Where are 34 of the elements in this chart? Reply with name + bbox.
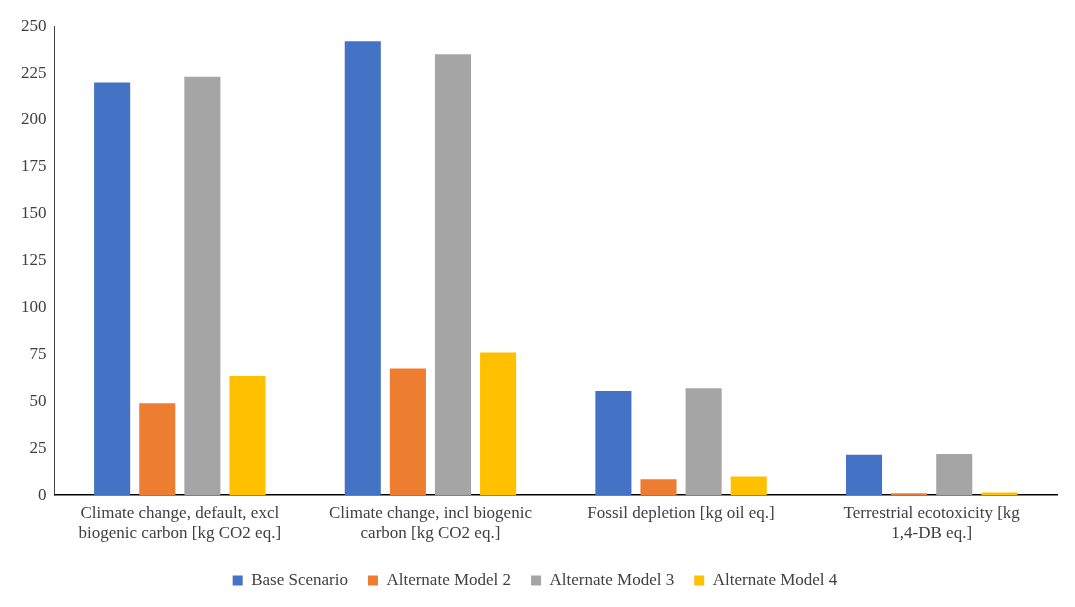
legend-label: Alternate Model 2 [386,569,512,589]
bar [730,476,767,496]
y-tick-label: 100 [21,297,47,317]
y-tick-label: 50 [29,390,47,410]
y-tick-label: 150 [21,203,47,223]
bar [480,352,517,496]
bar [595,391,632,496]
y-tick-label: 25 [29,437,47,457]
bar [184,76,221,496]
y-tick-label: 200 [21,109,47,129]
bar [139,403,176,496]
y-tick-label: 175 [21,156,47,176]
bar [94,82,131,496]
bar [434,54,472,496]
y-tick-label: 225 [21,62,47,82]
legend-label: Alternate Model 4 [712,569,838,589]
bar [389,368,426,496]
bar [685,388,722,496]
bar [344,41,381,496]
legend-label: Base Scenario [251,569,348,589]
x-tick-label: Climate change, incl biogenic carbon [kg CO2 eq.] [328,502,533,543]
x-tick-label: Climate change, default, excl biogenic carbon [kg CO2 eq.] [78,502,282,543]
y-tick-label: 250 [21,15,47,35]
y-tick-label: 125 [21,250,47,270]
x-tick-label: Fossil depletion [kg oil eq.] [587,502,775,522]
bar [936,453,973,496]
y-tick-label: 0 [38,484,47,504]
x-tick-label: Terrestrial ecotoxicity [kg 1,4-DB eq.] [843,502,1021,543]
bar [229,376,266,496]
bar [640,479,677,496]
bar [981,492,1018,496]
legend-label: Alternate Model 3 [549,569,675,589]
bar [845,454,883,496]
y-tick-label: 75 [29,343,47,363]
